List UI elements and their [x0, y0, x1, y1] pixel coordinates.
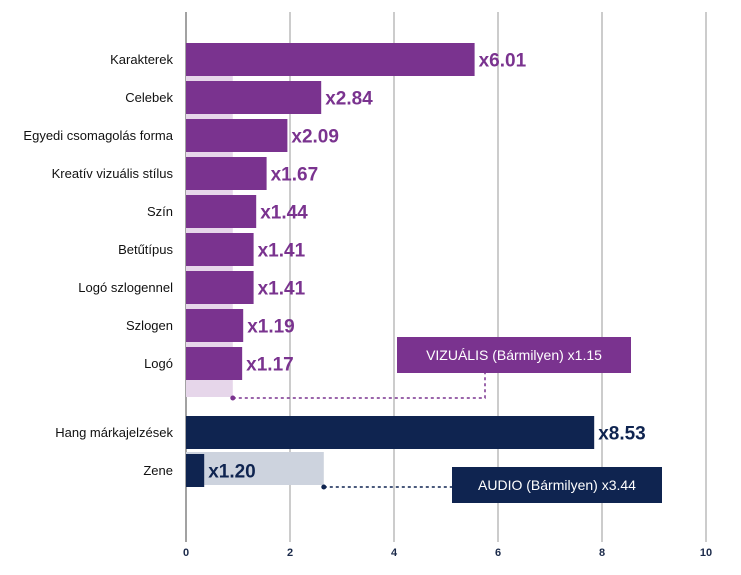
- bar: [186, 454, 205, 487]
- data-label: x1.19: [247, 317, 295, 338]
- category-label: Celebek: [125, 90, 173, 105]
- bar: [186, 271, 254, 304]
- bar: [186, 157, 267, 190]
- data-label: x1.41: [258, 279, 306, 300]
- visual-callout-box: [397, 337, 631, 373]
- x-tick-label: 6: [495, 547, 501, 559]
- data-label: x1.20: [208, 462, 256, 483]
- leader-line: [232, 373, 486, 399]
- data-label: x8.53: [598, 424, 646, 445]
- category-label: Betűtípus: [118, 242, 173, 257]
- category-label: Karakterek: [110, 52, 173, 67]
- category-label: Hang márkajelzések: [55, 425, 173, 440]
- category-label: Szlogen: [126, 318, 173, 333]
- bar: [186, 81, 322, 114]
- audio-baseline-bar: [186, 452, 324, 485]
- x-tick-label: 2: [287, 547, 293, 559]
- category-label: Kreatív vizuális stílus: [52, 166, 174, 181]
- x-tick-label: 10: [700, 547, 712, 559]
- bar: [186, 309, 244, 342]
- audio-callout-box: [452, 467, 662, 503]
- category-label: Logó szlogennel: [78, 280, 173, 295]
- bar: [186, 43, 475, 76]
- leader-dot: [321, 484, 327, 490]
- bar: [186, 416, 595, 449]
- data-label: x1.67: [271, 165, 319, 186]
- leader-dot: [230, 395, 236, 401]
- bar: [186, 233, 254, 266]
- bar: [186, 347, 243, 380]
- audio-callout-label: AUDIO (Bármilyen) x3.44: [478, 477, 636, 493]
- x-tick-label: 0: [183, 547, 189, 559]
- bar: [186, 195, 257, 228]
- visual-callout-label: VIZUÁLIS (Bármilyen) x1.15: [426, 347, 602, 363]
- category-label: Zene: [143, 463, 173, 478]
- category-label: Egyedi csomagolás forma: [23, 128, 173, 143]
- data-label: x2.09: [291, 127, 339, 148]
- data-label: x6.01: [479, 51, 527, 72]
- bar: [186, 119, 288, 152]
- category-label: Logó: [144, 356, 173, 371]
- data-label: x1.17: [246, 355, 294, 376]
- category-label: Szín: [147, 204, 173, 219]
- data-label: x2.84: [325, 89, 373, 110]
- data-label: x1.41: [258, 241, 306, 262]
- data-label: x1.44: [260, 203, 308, 224]
- x-tick-label: 8: [599, 547, 605, 559]
- x-tick-label: 4: [391, 547, 398, 559]
